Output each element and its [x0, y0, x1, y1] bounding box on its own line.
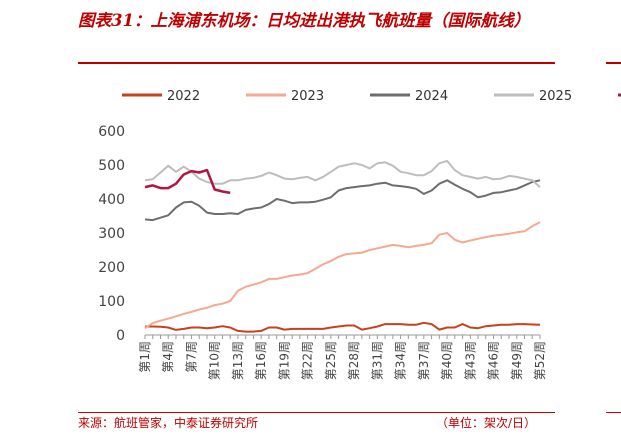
x-tick-label: 第46周: [487, 341, 501, 380]
source-note: 来源：航班管家，中泰证券研究所: [78, 416, 259, 430]
series-line-2025: [144, 159, 541, 188]
y-tick-label: 300: [98, 226, 125, 242]
x-tick-label: 第25周: [324, 341, 338, 380]
series-line-2022: [145, 321, 541, 333]
legend-label-2024: 2024: [415, 89, 448, 104]
y-tick-label: 400: [98, 192, 125, 208]
title-rule: [78, 62, 555, 64]
x-tick-label: 第37周: [417, 341, 431, 380]
x-tick-label: 第10周: [208, 341, 222, 380]
footer-rule-right: [606, 412, 621, 413]
x-tick-label: 第19周: [277, 341, 291, 380]
x-tick-label: 第34周: [394, 341, 408, 380]
series-line-2023: [144, 221, 541, 330]
x-tick-label: 第22周: [301, 341, 315, 380]
y-tick-label: 0: [116, 328, 125, 344]
y-tick-label: 500: [98, 158, 125, 174]
series-line-2024: [144, 179, 541, 222]
x-tick-label: 第13周: [231, 341, 245, 380]
x-tick-label: 第1周: [138, 341, 152, 373]
legend-label-2022: 2022: [167, 89, 200, 104]
legend-label-2023: 2023: [291, 89, 324, 104]
y-tick-label: 200: [98, 260, 125, 276]
x-tick-label: 第28周: [347, 341, 361, 380]
legend-label-2025: 2025: [539, 89, 572, 104]
x-tick-label: 第31周: [370, 341, 384, 380]
x-tick-label: 第16周: [254, 341, 268, 380]
y-tick-label: 600: [98, 124, 125, 140]
x-tick-label: 第40周: [440, 341, 454, 380]
x-tick-label: 第4周: [161, 341, 175, 373]
x-tick-label: 第52周: [533, 341, 547, 380]
x-tick-label: 第43周: [463, 341, 477, 380]
x-tick-label: 第49周: [510, 341, 524, 380]
footer-rule: [78, 412, 555, 413]
series-line-2026: [144, 168, 231, 195]
title-rule-right: [606, 62, 621, 64]
x-tick-label: 第7周: [184, 341, 198, 373]
chart-title: 图表31：上海浦东机场：日均进出港执飞航班量（国际航线）: [78, 11, 530, 30]
y-tick-label: 100: [98, 294, 125, 310]
unit-note: （单位：架次/日）: [436, 416, 537, 430]
